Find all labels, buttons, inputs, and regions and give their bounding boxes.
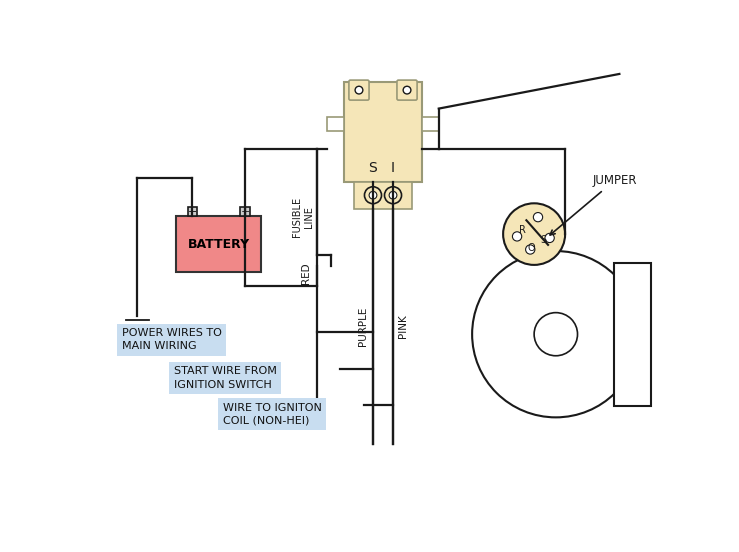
FancyBboxPatch shape: [397, 80, 417, 100]
Text: POWER WIRES TO
MAIN WIRING: POWER WIRES TO MAIN WIRING: [122, 328, 222, 351]
Text: O: O: [528, 243, 536, 253]
Text: R: R: [519, 225, 526, 235]
Text: JUMPER: JUMPER: [550, 174, 637, 235]
Text: WIRE TO IGNITON
COIL (NON-HEI): WIRE TO IGNITON COIL (NON-HEI): [222, 402, 321, 426]
Text: PURPLE: PURPLE: [358, 306, 368, 346]
FancyBboxPatch shape: [353, 182, 412, 209]
FancyBboxPatch shape: [614, 263, 651, 406]
Text: BATTERY: BATTERY: [188, 237, 250, 251]
Text: I: I: [391, 161, 395, 175]
Text: FUSIBLE
LINE: FUSIBLE LINE: [292, 197, 314, 237]
Text: S: S: [369, 161, 378, 175]
Circle shape: [384, 187, 401, 204]
Text: −: −: [188, 207, 197, 217]
FancyBboxPatch shape: [240, 207, 250, 216]
Circle shape: [512, 232, 522, 241]
Text: +: +: [240, 207, 250, 217]
Circle shape: [364, 187, 381, 204]
FancyBboxPatch shape: [188, 207, 197, 216]
Circle shape: [403, 86, 411, 94]
FancyBboxPatch shape: [344, 82, 422, 182]
Circle shape: [503, 203, 565, 265]
Circle shape: [534, 312, 577, 355]
Circle shape: [472, 251, 639, 417]
Circle shape: [545, 233, 554, 242]
FancyBboxPatch shape: [327, 117, 344, 131]
Circle shape: [355, 86, 363, 94]
Text: S: S: [540, 235, 546, 245]
Text: START WIRE FROM
IGNITION SWITCH: START WIRE FROM IGNITION SWITCH: [174, 367, 276, 390]
FancyBboxPatch shape: [176, 216, 262, 272]
Text: RED: RED: [302, 262, 311, 284]
Circle shape: [525, 245, 535, 254]
Circle shape: [534, 213, 542, 222]
FancyBboxPatch shape: [422, 117, 439, 131]
FancyBboxPatch shape: [349, 80, 369, 100]
Text: PINK: PINK: [398, 314, 408, 338]
Circle shape: [389, 192, 397, 199]
Circle shape: [369, 192, 377, 199]
